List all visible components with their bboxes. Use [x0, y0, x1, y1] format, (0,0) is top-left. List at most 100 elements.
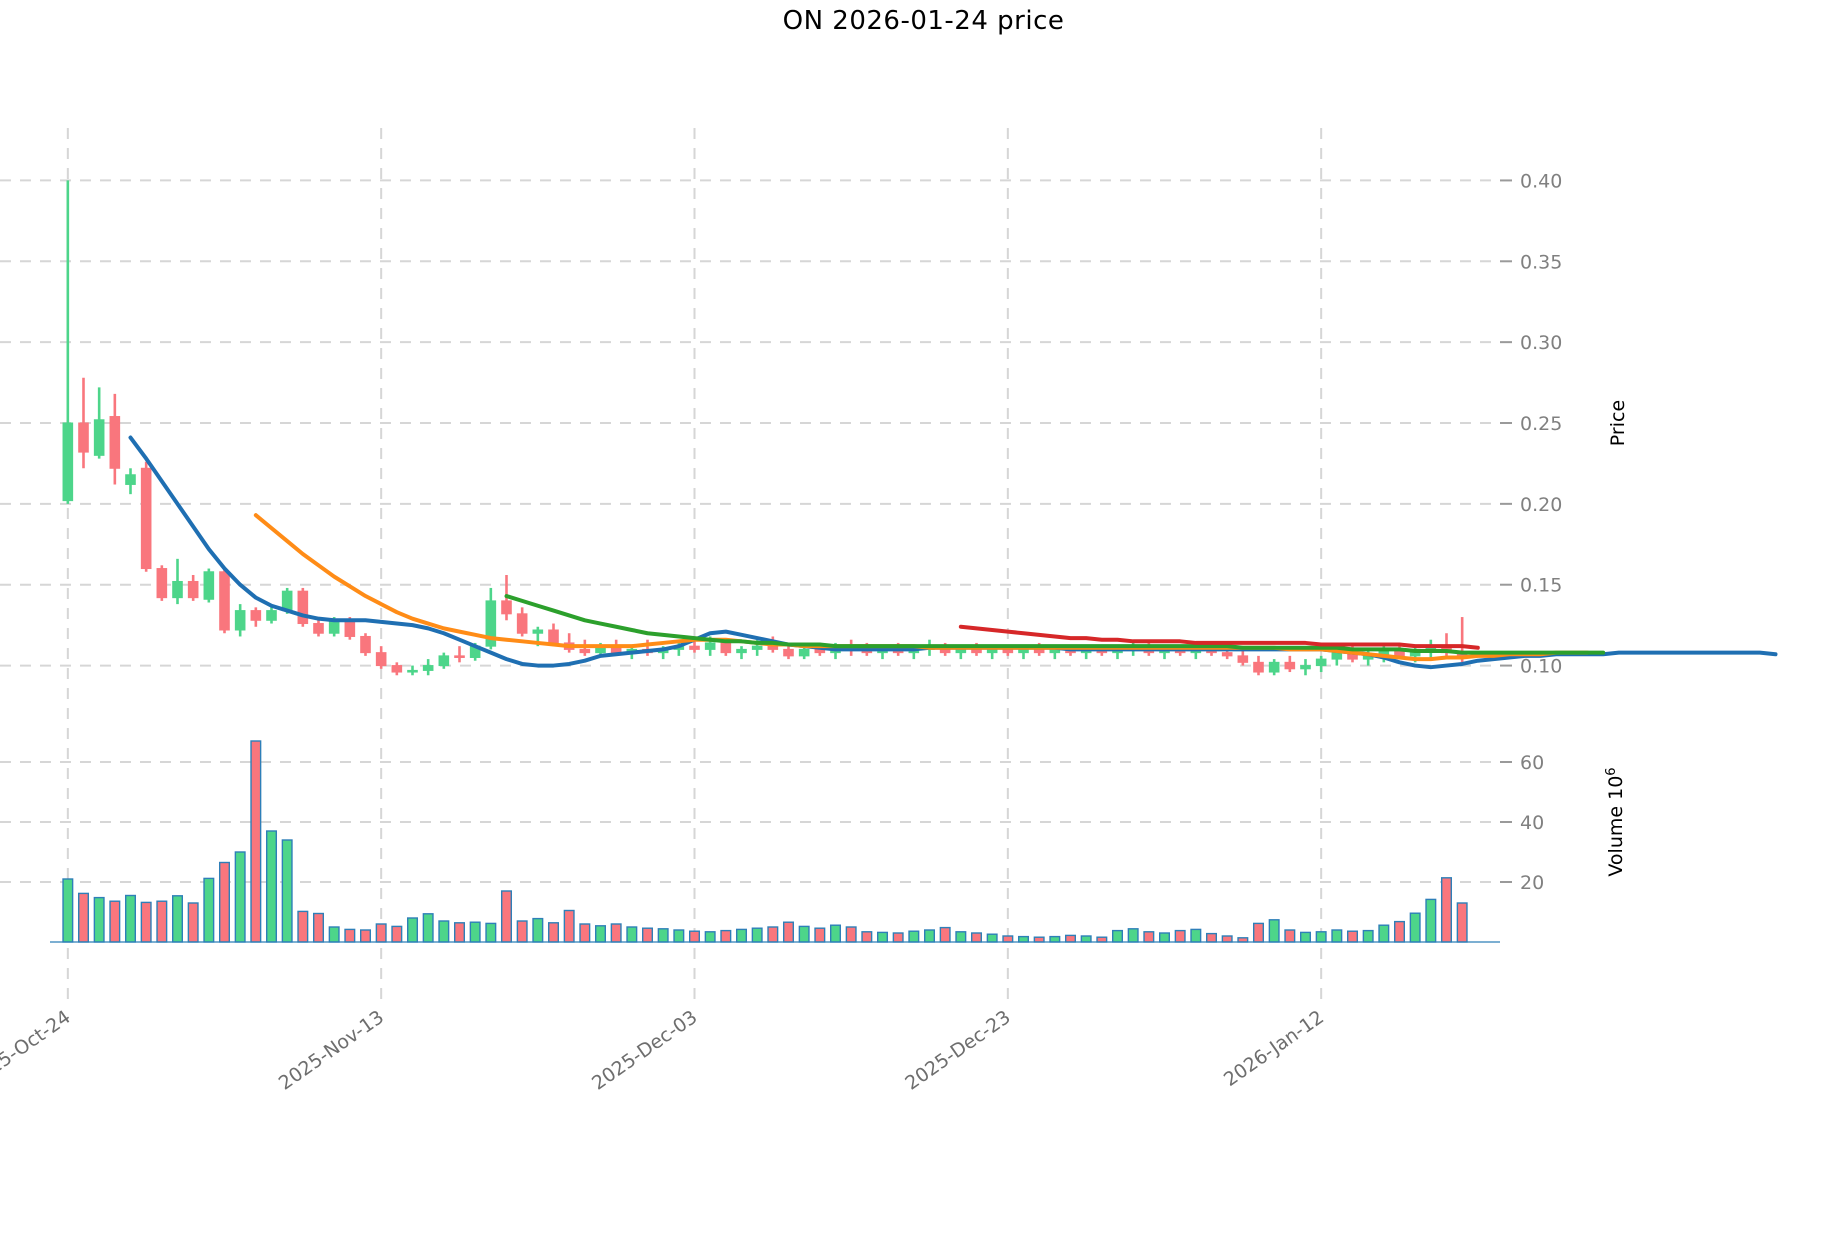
volume-bar: [1315, 931, 1327, 943]
volume-bar: [297, 910, 309, 943]
volume-bar: [579, 923, 591, 943]
price-tick-label: 0.20: [1520, 494, 1562, 516]
volume-tick-label: 60: [1520, 752, 1544, 774]
volume-bar: [62, 878, 74, 943]
candlestick: [234, 604, 246, 637]
volume-bar: [1080, 935, 1092, 943]
price-tick-label: 0.40: [1520, 170, 1562, 192]
volume-bar: [767, 926, 779, 943]
volume-bar: [641, 927, 654, 943]
volume-bar: [1111, 929, 1124, 943]
volume-bar: [265, 830, 278, 943]
volume-bar: [328, 926, 340, 943]
volume-bar: [485, 922, 497, 943]
candlestick: [642, 639, 653, 656]
volume-bar: [469, 921, 481, 943]
axis-ticks-layer: 0.40 0.35 0.30 0.25 0.20 0.15 0.10 60 40 20 Price V…: [0, 170, 1629, 1094]
candlestick: [1315, 655, 1327, 673]
volume-bar: [1456, 902, 1468, 943]
volume-bar: [1346, 930, 1359, 943]
volume-bar: [516, 920, 528, 943]
volume-bar: [281, 839, 293, 943]
candlestick: [563, 633, 575, 653]
volume-bar: [720, 929, 732, 943]
x-tick-label: 2025-Dec-03: [588, 1006, 701, 1095]
candlestick: [516, 607, 528, 637]
volume-bar: [391, 925, 403, 943]
candlestick: [1284, 655, 1296, 673]
volume-bar: [923, 929, 936, 943]
candlestick: [125, 468, 136, 495]
x-tick-label: 2025-Nov-13: [275, 1006, 388, 1094]
volume-bar: [939, 926, 951, 943]
candlestick: [172, 558, 183, 605]
volume-bar: [1331, 929, 1343, 943]
volume-bar: [1409, 912, 1421, 943]
volume-bar: [203, 877, 215, 943]
volume-bar: [1017, 935, 1030, 943]
price-axis-label: Price: [1607, 400, 1629, 446]
volume-bar: [1190, 928, 1202, 943]
volume-bar: [861, 931, 873, 943]
volume-bar: [829, 924, 842, 943]
x-tick-label: 2026-Jan-12: [1220, 1006, 1328, 1091]
candlestick: [187, 575, 199, 601]
volume-bar: [1378, 924, 1390, 943]
volume-bar: [187, 902, 199, 943]
candlestick-layer: [62, 180, 1468, 676]
ma-xlong-line: [958, 624, 1480, 650]
candlestick: [422, 659, 434, 676]
volume-bar: [563, 909, 575, 943]
candlestick: [297, 587, 309, 627]
volume-bar: [77, 892, 90, 943]
volume-bar: [171, 895, 184, 943]
candlestick: [375, 646, 387, 669]
volume-bar: [453, 922, 466, 943]
volume-bar: [438, 920, 450, 943]
volume-bar: [406, 917, 419, 943]
volume-bar: [814, 927, 826, 943]
volume-bar: [892, 932, 904, 943]
volume-bar: [735, 928, 748, 943]
moving-average-lines-layer: [128, 435, 1778, 670]
volume-bars-layer: [50, 740, 1500, 943]
volume-bar: [1158, 932, 1171, 943]
candlestick: [156, 565, 168, 601]
volume-tick-label: 20: [1520, 872, 1544, 894]
x-tick-label: 2025-Oct-24: [0, 1006, 75, 1093]
candlestick: [1300, 659, 1311, 676]
volume-bar: [1284, 929, 1296, 943]
volume-tick-label: 40: [1520, 812, 1544, 834]
volume-bar: [250, 740, 262, 943]
candlestick: [736, 646, 747, 660]
volume-bar: [156, 900, 168, 943]
candlestick: [78, 377, 89, 469]
volume-bar: [876, 931, 889, 943]
volume-bar: [547, 922, 560, 943]
volume-bar: [908, 930, 920, 943]
volume-bar: [109, 900, 121, 943]
ma-long-line: [504, 594, 1606, 655]
volume-bar: [1143, 931, 1155, 943]
volume-bar: [1205, 932, 1218, 943]
volume-bar: [751, 927, 763, 943]
volume-bar: [1033, 936, 1045, 943]
volume-bar: [1393, 920, 1406, 943]
volume-bar: [704, 931, 716, 943]
candlestick: [407, 665, 418, 676]
volume-bar: [93, 896, 105, 943]
price-tick-label: 0.35: [1520, 251, 1562, 273]
volume-bar: [124, 894, 137, 943]
candlestick: [93, 387, 105, 459]
price-tick-label: 0.10: [1520, 656, 1562, 678]
price-tick-label: 0.25: [1520, 413, 1562, 435]
candlestick: [454, 646, 465, 663]
price-tick-label: 0.30: [1520, 332, 1562, 354]
candlestick: [1253, 655, 1264, 676]
volume-bar: [1362, 929, 1374, 943]
volume-bar: [532, 917, 544, 943]
candlestick: [140, 461, 152, 572]
volume-bar: [422, 913, 434, 943]
volume-bar: [1127, 928, 1139, 943]
